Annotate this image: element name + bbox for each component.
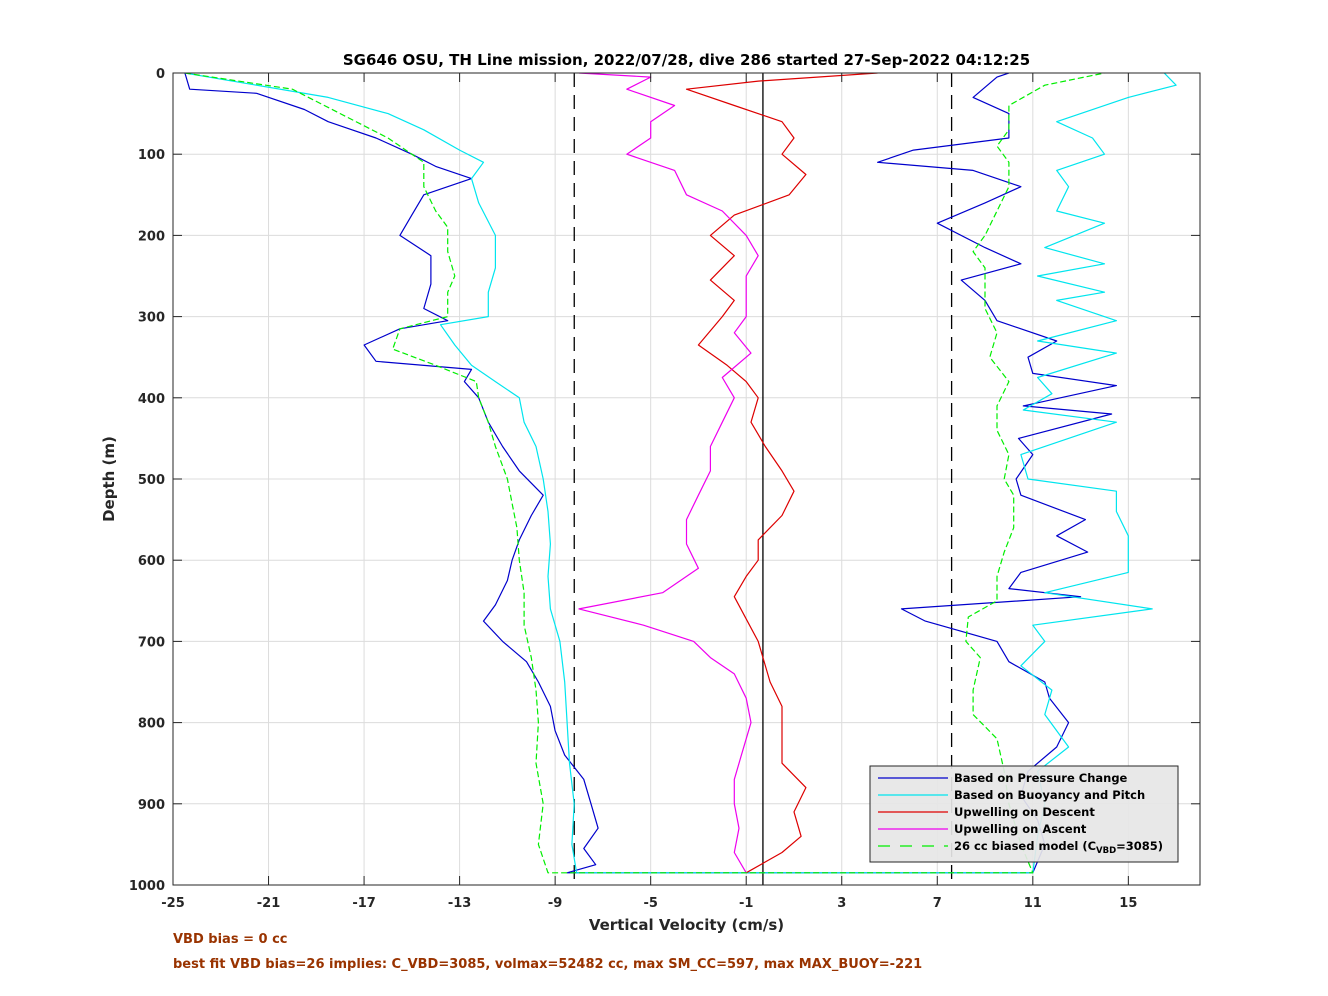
x-tick-label: -5 [643,896,657,911]
series-line [685,73,878,874]
series-line [184,73,1177,874]
legend-box [869,765,1179,863]
x-tick-label: -25 [161,896,185,911]
x-tick-label: 15 [1119,896,1137,911]
y-tick-label: 100 [138,148,165,163]
chart-title: SG646 OSU, TH Line mission, 2022/07/28, … [343,51,1030,69]
legend-entry-label: 26 cc biased model (CVBD=3085) [954,839,1163,856]
legend-entry-label: Based on Buoyancy and Pitch [954,788,1145,802]
y-tick-label: 400 [138,392,165,407]
y-tick-label: 600 [138,554,165,569]
legend-entry-label: Upwelling on Ascent [954,822,1087,836]
x-tick-label: 7 [933,896,942,911]
legend-entry-label: Upwelling on Descent [954,805,1095,819]
x-tick-label: -13 [448,896,472,911]
y-tick-label: 800 [138,717,165,732]
x-tick-label: 3 [837,896,846,911]
best-fit-note: best fit VBD bias=26 implies: C_VBD=3085… [173,957,923,972]
legend: Based on Pressure Change Based on Buoyanc… [869,765,1179,863]
reference-lines [573,73,953,885]
ticks [172,72,1200,886]
y-tick-labels: 0 100 200 300 400 500 600 700 800 900 1000 [129,67,165,894]
y-tick-label: 0 [156,67,165,82]
x-tick-labels: -25 -21 -17 -13 -9 -5 -1 3 7 11 15 [161,896,1137,911]
y-tick-label: 700 [138,635,165,650]
y-axis-label: Depth (m) [100,436,118,522]
series-line [184,73,1105,874]
y-tick-label: 500 [138,473,165,488]
y-tick-label: 300 [138,311,165,326]
y-tick-label: 200 [138,229,165,244]
x-tick-label: -1 [739,896,753,911]
y-tick-label: 900 [138,798,165,813]
x-tick-label: -9 [548,896,562,911]
legend-entry-label: Based on Pressure Change [954,771,1128,785]
series-line [578,73,759,874]
series-group [184,73,1177,874]
x-tick-label: -21 [257,896,281,911]
x-tick-label: -17 [352,896,376,911]
x-axis-label: Vertical Velocity (cm/s) [589,916,784,934]
x-tick-label: 11 [1024,896,1042,911]
y-tick-label: 1000 [129,879,165,894]
vbd-bias-note: VBD bias = 0 cc [173,932,288,947]
